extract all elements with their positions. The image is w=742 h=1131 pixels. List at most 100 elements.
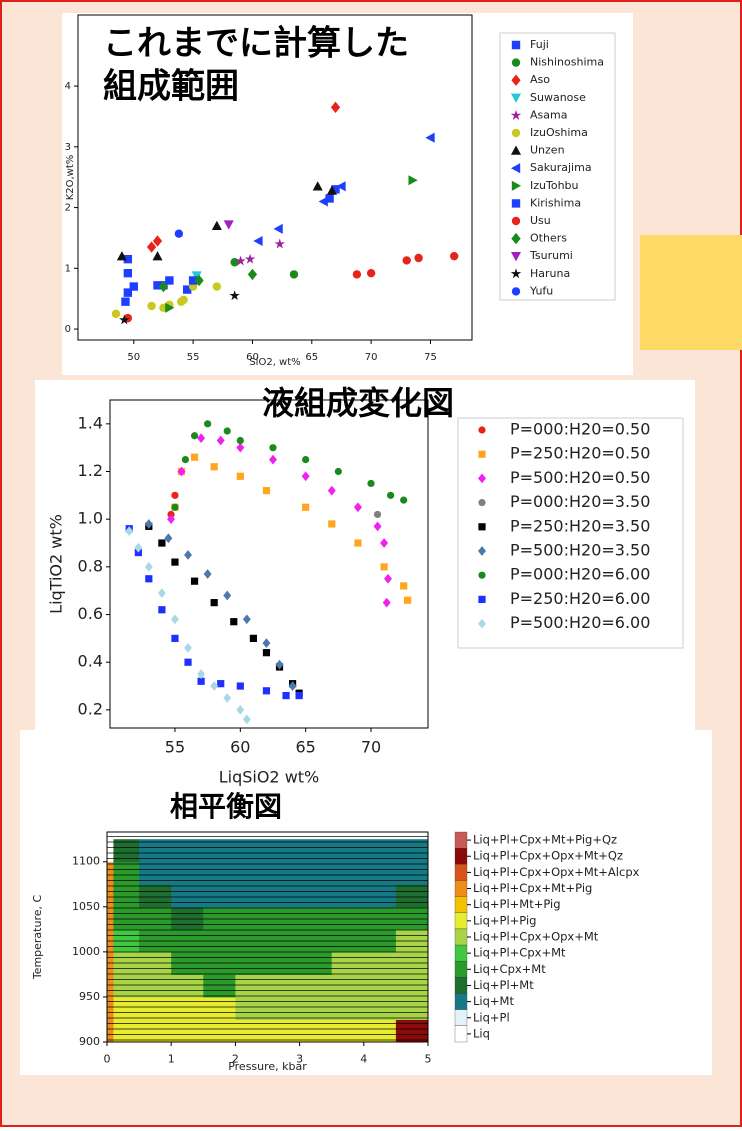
point [184,643,192,653]
legend-marker [510,252,522,262]
point [158,606,166,614]
point [387,491,395,499]
callout-box [640,235,742,350]
point [288,681,297,691]
x-tick-label: 1 [168,1053,175,1066]
x-tick-label: 60 [230,738,250,757]
point [190,577,199,585]
legend-label: P=000:H20=0.50 [510,420,650,439]
plot-frame [106,831,429,1043]
point [236,442,245,453]
legend-label: Haruna [530,267,570,280]
point [188,276,198,285]
point [262,638,271,648]
x-tick-label: 55 [187,352,200,363]
y-tick-label: 950 [79,990,100,1003]
legend-marker [478,426,486,434]
point [380,538,389,548]
point [179,295,188,305]
legend-marker [511,287,521,296]
legend-label: P=250:H20=6.00 [510,589,650,608]
point [125,526,134,536]
y-tick-label: 0.4 [78,652,103,671]
legend-label: P=000:H20=3.50 [510,492,650,511]
y-tick-label: 0 [65,324,71,335]
y-tick-label: 3 [65,142,71,153]
point [262,649,271,657]
point [191,271,202,281]
y-axis-label: LiqTiO2 wt% [47,514,66,614]
legend-marker [511,128,521,138]
legend-label: P=500:H20=6.00 [510,613,650,632]
point [382,597,391,608]
colorbar-label: Liq+Pl+Mt+Pig [473,897,561,911]
point [146,241,157,253]
legend-marker [511,180,522,191]
legend-marker [511,58,521,67]
point [197,669,206,679]
point [242,714,251,725]
point [145,575,153,583]
point [134,542,143,553]
point [275,659,284,670]
legend-label: P=000:H20=6.00 [510,565,650,584]
colorbar-label: Liq [473,1026,490,1040]
point [273,223,283,234]
legend-label: Kirishima [530,196,581,209]
legend-marker [510,93,522,103]
colorbar-swatch [454,1025,468,1043]
legend-marker [478,499,486,507]
x-axis-label: LiqSiO2 wt% [219,768,320,787]
legend-marker [511,216,521,226]
point [204,420,212,428]
point [402,256,411,265]
point [242,614,251,625]
x-axis-label: Pressure, kbar [228,1060,307,1073]
point [129,282,138,291]
y-tick-label: 1100 [72,855,100,868]
point [116,251,127,261]
point [247,268,258,281]
point [223,590,232,601]
colorbar-label: Liq+Pl+Cpx+Opx+Mt [473,930,599,944]
legend-label: Yufu [529,284,553,297]
colorbar-label: Liq+Pl [473,1010,510,1024]
legend-marker [511,199,521,208]
point [144,519,153,529]
point [301,471,310,482]
point [174,229,184,238]
point [236,682,244,690]
legend-label: P=500:H20=3.50 [510,541,650,560]
point [282,691,290,700]
x-tick-label: 65 [295,738,315,757]
colorbar-label: Liq+Pl+Cpx+Mt+Pig [473,881,592,895]
colorbar-label: Liq+Pl+Cpx+Opx+Mt+Qz [473,849,623,863]
point [194,274,204,287]
legend-marker [511,74,521,86]
legend-marker [478,618,486,629]
plot-frame [109,399,429,729]
point [253,235,263,247]
point [235,255,246,266]
hatching [107,832,428,1042]
point [217,680,225,688]
x-tick-label: 0 [104,1053,111,1066]
point [111,309,121,319]
colorbar-label: Liq+Pl+Cpx+Opx+Mt+Alcpx [473,865,640,879]
point [366,268,376,278]
x-tick-label: 3 [296,1053,303,1066]
y-tick-label: 1.0 [78,509,103,528]
point [164,533,173,544]
point [408,175,418,186]
point [289,270,299,279]
legend-marker [478,546,486,556]
point [274,238,285,249]
legend-marker [510,268,522,279]
x-tick-label: 75 [424,352,437,363]
point [123,268,133,278]
point [211,220,222,230]
point [328,520,336,528]
colorbar-swatch [454,864,468,881]
chart-title: 組成範囲 [103,67,239,107]
